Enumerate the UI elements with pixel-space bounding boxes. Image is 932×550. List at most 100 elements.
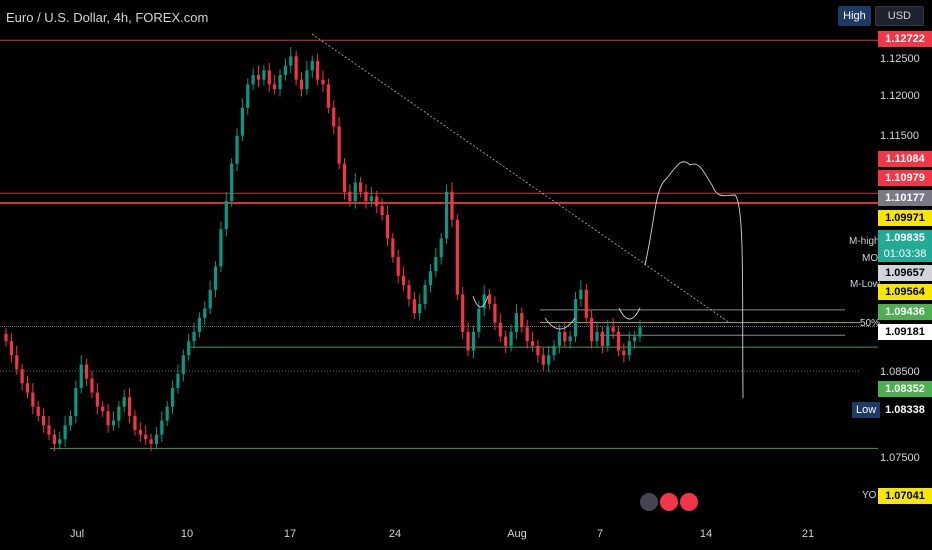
candle-body (63, 425, 67, 440)
candle-body (633, 336, 637, 342)
price-level-tag: 1.08338 (878, 402, 932, 418)
candle-body (294, 56, 298, 80)
price-level-tag: 1.09564 (878, 284, 932, 300)
candle-body (418, 303, 422, 314)
candle-body (342, 163, 347, 192)
level-text-label: M-high (849, 236, 880, 247)
candle-body (385, 215, 390, 239)
candle-body (498, 322, 502, 337)
candle-body (267, 70, 271, 85)
candle-body (450, 191, 454, 220)
candle-body (547, 355, 551, 365)
level-text-label: YO (862, 490, 877, 501)
time-tick-label: 10 (180, 528, 194, 540)
candle-body (359, 182, 363, 192)
symbol-title: Euro / U.S. Dollar, 4h, FOREX.com (6, 10, 209, 25)
candle-body (590, 317, 594, 342)
candle-body (203, 308, 207, 318)
candle-body (79, 364, 83, 388)
price-level-tag: 1.11084 (878, 151, 932, 167)
candle-body (25, 383, 30, 393)
candle-body (219, 229, 223, 267)
candle-body (316, 61, 320, 80)
candle-body (181, 355, 185, 374)
time-tick-label: 7 (596, 528, 604, 540)
candle-body (170, 387, 175, 407)
price-level-tag: 1.10979 (878, 170, 932, 186)
high-button[interactable]: High (838, 6, 871, 26)
candle-body (471, 331, 476, 351)
us-flag-event-icon[interactable] (680, 493, 698, 511)
projection-path (644, 161, 744, 399)
us-flag-event-icon[interactable] (660, 493, 678, 511)
candle-body (525, 327, 529, 342)
time-tick-label: 21 (801, 528, 815, 540)
candle-body (364, 191, 368, 202)
candle-body (122, 397, 126, 407)
candle-body (375, 196, 379, 206)
candle-body (160, 420, 164, 435)
candle-body (434, 257, 438, 272)
low-label: Low (852, 402, 881, 418)
candle-body (246, 84, 250, 108)
candle-body (283, 65, 287, 76)
candle-body (68, 415, 73, 426)
candle-body (42, 415, 46, 426)
candle-body (240, 107, 245, 136)
lightning-event-icon[interactable] (640, 493, 658, 511)
candle-body (47, 425, 51, 435)
time-tick-label: Jul (69, 528, 85, 540)
candle-body (369, 196, 373, 202)
candle-body (504, 336, 508, 346)
currency-button[interactable]: USD (874, 6, 924, 26)
candle-body (149, 439, 153, 444)
candle-body (606, 327, 610, 346)
candle-body (273, 84, 277, 90)
candle-body (95, 392, 99, 407)
price-tick-label: 1.12000 (880, 90, 920, 102)
candle-body (326, 84, 330, 108)
pattern-arc (472, 295, 489, 308)
candle-body (611, 327, 615, 332)
trendline (311, 33, 731, 324)
candle-body (455, 219, 459, 295)
price-tick-label: 1.11500 (880, 130, 919, 142)
candle-body (310, 61, 314, 71)
candle-body (299, 79, 304, 90)
candle-body (428, 271, 433, 286)
candle-body (391, 238, 395, 258)
candle-body (90, 378, 94, 393)
candle-body (600, 331, 604, 346)
candle-body (133, 415, 137, 430)
pattern-arc (544, 317, 576, 330)
candle-body (353, 182, 357, 202)
candle-body (52, 434, 56, 444)
candle-body (552, 345, 556, 356)
scale-controls: High USD (838, 6, 924, 26)
candle-body (401, 275, 406, 286)
price-level-tag: 1.07041 (878, 488, 932, 504)
candle-body (423, 285, 427, 304)
candle-body (337, 126, 341, 164)
candle-body (289, 56, 293, 66)
price-level-tag: 1.09657 (878, 265, 932, 281)
candle-body (187, 341, 191, 356)
candle-body (487, 294, 492, 304)
candle-body (439, 238, 443, 258)
price-tick-label: 1.08500 (880, 366, 920, 378)
candle-body (396, 257, 400, 276)
candle-body (493, 303, 497, 323)
candle-body (514, 313, 519, 332)
candle-body (138, 429, 142, 435)
candle-body (380, 205, 384, 216)
price-level-tag: 1.09971 (878, 210, 932, 226)
countdown-timer: 01:03:38 (878, 246, 932, 262)
time-tick-label: Aug (507, 528, 527, 540)
candle-body (154, 434, 159, 444)
candle-body (15, 355, 19, 370)
candle-body (573, 299, 578, 337)
price-level-tag: 1.08352 (878, 381, 932, 397)
candle-body (348, 191, 352, 202)
candle-body (84, 364, 89, 379)
